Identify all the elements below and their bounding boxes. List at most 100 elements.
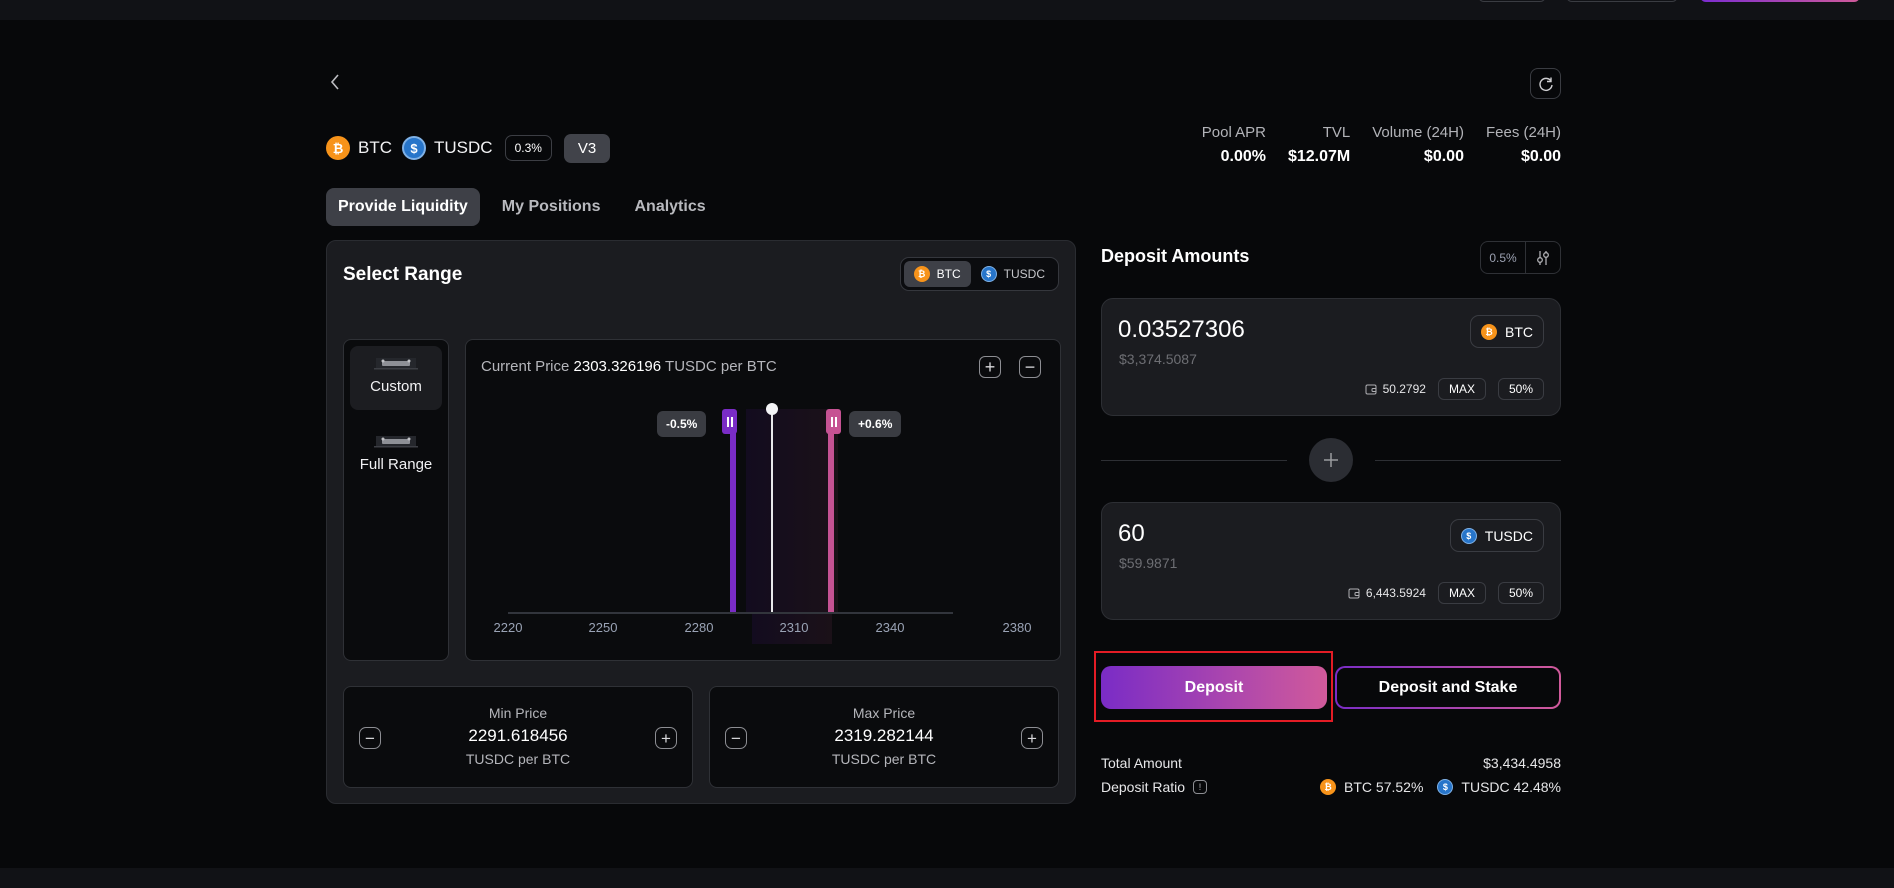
token1-selector[interactable]: $ TUSDC xyxy=(1449,519,1544,552)
divider xyxy=(1375,460,1561,461)
deposit-ratio-label: Deposit Ratio xyxy=(1101,779,1186,795)
axis-tick: 2340 xyxy=(875,620,905,635)
max-price-increment-button[interactable]: + xyxy=(1021,727,1043,749)
top-nav-button[interactable] xyxy=(1478,0,1546,2)
token0-symbol: BTC xyxy=(1505,323,1533,340)
range-slider-icon xyxy=(374,436,418,448)
stat-label: Fees (24H) xyxy=(1485,124,1561,141)
current-price-label: Current Price xyxy=(481,358,570,375)
selected-range-area xyxy=(746,409,838,612)
version-badge: V3 xyxy=(563,133,611,163)
min-price-handle[interactable] xyxy=(722,409,737,434)
axis-tick: 2310 xyxy=(779,620,809,635)
max-price-handle[interactable] xyxy=(826,409,841,434)
refresh-button[interactable] xyxy=(1530,68,1561,99)
max-price-label: Max Price xyxy=(852,705,916,721)
zoom-out-button[interactable]: − xyxy=(1019,356,1041,378)
mode-custom-button[interactable]: Custom xyxy=(350,346,442,410)
min-price-decrement-button[interactable]: − xyxy=(359,727,381,749)
token1-symbol: TUSDC xyxy=(434,138,493,157)
current-price-marker xyxy=(766,403,778,415)
tab-my-positions[interactable]: My Positions xyxy=(501,198,601,215)
stat-value: $0.00 xyxy=(1520,148,1561,165)
deposit-and-stake-label: Deposit and Stake xyxy=(1337,668,1559,707)
token0-half-button[interactable]: 50% xyxy=(1497,378,1544,400)
min-price-increment-button[interactable]: + xyxy=(655,727,677,749)
toggle-tusdc[interactable]: $ TUSDC xyxy=(971,261,1055,287)
btc-icon: ₿ xyxy=(326,136,350,160)
max-price-decrement-button[interactable]: − xyxy=(725,727,747,749)
stat-value: $0.00 xyxy=(1423,148,1464,165)
deposit-ratio-row: Deposit Ratio ! ₿ BTC 57.52% $ TUSDC 42.… xyxy=(1101,779,1561,795)
minus-icon: − xyxy=(1024,357,1036,377)
btc-icon: ₿ xyxy=(1481,323,1497,340)
select-range-panel: Select Range ₿ BTC $ TUSDC Custom Full R… xyxy=(326,240,1076,804)
upper-percent-tag: +0.6% xyxy=(849,411,902,437)
tab-analytics[interactable]: Analytics xyxy=(634,198,706,215)
mode-full-range-button[interactable]: Full Range xyxy=(350,424,442,488)
max-price-card: Max Price 2319.282144 TUSDC per BTC − + xyxy=(709,686,1059,788)
token0-selector[interactable]: ₿ BTC xyxy=(1470,315,1544,348)
token1-max-button[interactable]: MAX xyxy=(1437,582,1486,604)
token1-amount-card: $59.9871 $ TUSDC 6,443.5924 MAX 50% xyxy=(1101,502,1561,620)
ratio-token0: BTC 57.52% xyxy=(1344,779,1424,795)
current-price: Current Price 2303.326196 TUSDC per BTC xyxy=(481,358,777,375)
info-icon[interactable]: ! xyxy=(1193,780,1208,794)
connect-wallet-button[interactable] xyxy=(1700,0,1860,2)
add-token-icon xyxy=(1309,438,1353,482)
divider xyxy=(1101,460,1287,461)
token0-amount-card: $3,374.5087 ₿ BTC 50.2792 MAX 50% xyxy=(1101,298,1561,416)
plus-icon xyxy=(1324,453,1338,467)
token0-amount-input[interactable] xyxy=(1118,316,1418,344)
token0-symbol: BTC xyxy=(358,138,392,157)
pool-stats: Pool APR 0.00% TVL $12.07M Volume (24H) … xyxy=(1202,124,1561,166)
selected-range-area xyxy=(752,614,832,644)
zoom-in-button[interactable]: + xyxy=(979,356,1001,378)
pool-pair: ₿ BTC $ TUSDC 0.3% V3 xyxy=(326,133,611,163)
mode-label: Full Range xyxy=(359,456,433,473)
tusdc-icon: $ xyxy=(980,266,997,282)
deposit-button[interactable]: Deposit xyxy=(1101,666,1327,709)
minus-icon: − xyxy=(731,728,741,748)
settings-button[interactable] xyxy=(1526,242,1560,273)
min-price-handle-line[interactable] xyxy=(730,415,736,612)
tusdc-icon: $ xyxy=(1460,527,1477,544)
token1-half-button[interactable]: 50% xyxy=(1497,582,1544,604)
axis-tick: 2380 xyxy=(1002,620,1032,635)
tusdc-icon: $ xyxy=(1437,779,1454,795)
min-price-unit: TUSDC per BTC xyxy=(465,751,571,767)
stat-label: TVL xyxy=(1322,124,1351,141)
axis-tick: 2220 xyxy=(493,620,523,635)
token1-amount-input[interactable] xyxy=(1118,520,1418,548)
min-price-label: Min Price xyxy=(488,705,548,721)
chevron-left-icon xyxy=(330,74,339,90)
bottom-bar xyxy=(0,868,1894,888)
refresh-icon xyxy=(1538,77,1553,91)
price-axis xyxy=(508,612,953,614)
token0-max-button[interactable]: MAX xyxy=(1437,378,1486,400)
plus-icon: + xyxy=(984,357,996,377)
base-token-toggle: ₿ BTC $ TUSDC xyxy=(899,257,1059,291)
sliders-icon xyxy=(1537,250,1549,265)
price-range-chart[interactable]: Current Price 2303.326196 TUSDC per BTC … xyxy=(465,339,1061,661)
max-price-handle-line[interactable] xyxy=(828,415,834,612)
back-button[interactable] xyxy=(328,72,348,96)
slippage-control[interactable]: 0.5% xyxy=(1480,241,1561,274)
top-nav-button[interactable] xyxy=(1566,0,1678,2)
total-amount-row: Total Amount $3,434.4958 xyxy=(1101,755,1561,771)
current-price-unit: TUSDC per BTC xyxy=(665,358,777,375)
tab-provide-liquidity[interactable]: Provide Liquidity xyxy=(326,188,480,226)
token1-balance: 6,443.5924 xyxy=(1348,586,1426,600)
slippage-value[interactable]: 0.5% xyxy=(1481,242,1526,273)
stat-fees: Fees (24H) $0.00 xyxy=(1486,124,1561,166)
toggle-btc[interactable]: ₿ BTC xyxy=(903,261,971,287)
total-amount-value: $3,434.4958 xyxy=(1483,755,1561,771)
min-price-value[interactable]: 2291.618456 xyxy=(468,726,568,745)
deposit-and-stake-button[interactable]: Deposit and Stake xyxy=(1335,666,1561,709)
max-price-value[interactable]: 2319.282144 xyxy=(834,726,934,745)
lower-percent-tag: -0.5% xyxy=(657,411,707,437)
top-nav-bar xyxy=(0,0,1894,20)
ratio-token1: TUSDC 42.48% xyxy=(1461,779,1561,795)
stat-tvl: TVL $12.07M xyxy=(1288,124,1350,166)
tab-bar: Provide Liquidity My Positions Analytics xyxy=(326,188,718,226)
